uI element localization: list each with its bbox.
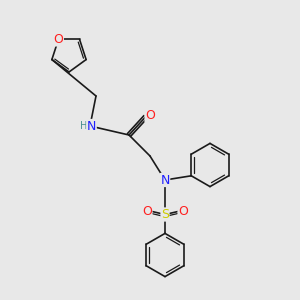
Text: N: N bbox=[160, 173, 170, 187]
Text: N: N bbox=[87, 119, 96, 133]
Text: O: O bbox=[145, 109, 155, 122]
Text: H: H bbox=[80, 121, 87, 131]
Text: O: O bbox=[53, 33, 63, 46]
Text: O: O bbox=[142, 205, 152, 218]
Text: S: S bbox=[161, 208, 169, 221]
Text: O: O bbox=[178, 205, 188, 218]
